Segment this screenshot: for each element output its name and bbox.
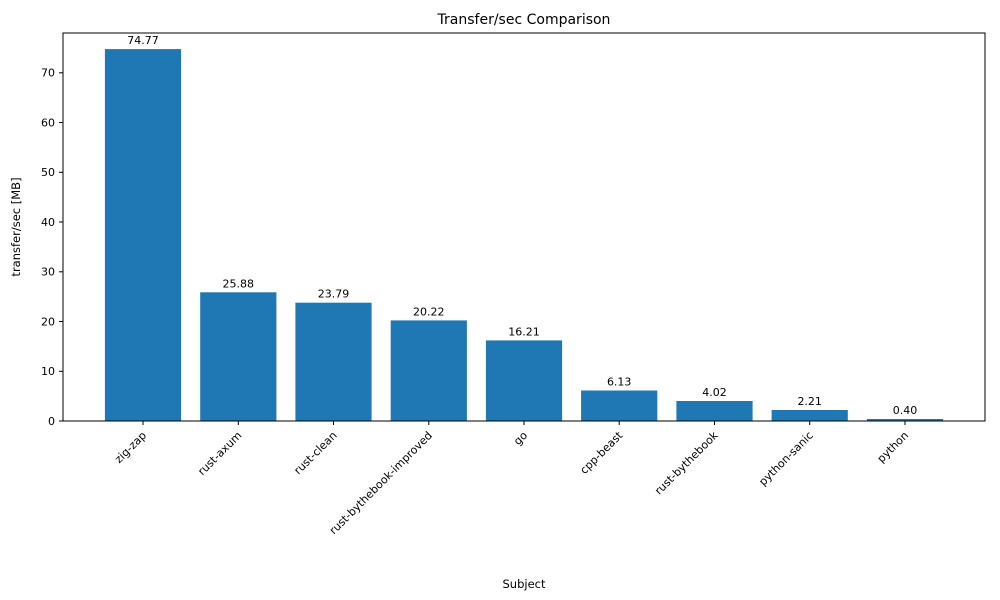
bar bbox=[581, 390, 658, 421]
y-tick-label: 60 bbox=[41, 116, 55, 129]
bar-value-label: 23.79 bbox=[318, 288, 350, 301]
x-tick-label: go bbox=[511, 429, 530, 448]
bar-value-label: 25.88 bbox=[223, 277, 255, 290]
x-tick-label: python bbox=[875, 429, 911, 465]
plot-border bbox=[62, 32, 986, 422]
x-tick-label: zig-zap bbox=[112, 429, 149, 466]
y-tick-label: 40 bbox=[41, 216, 55, 229]
x-tick-label: rust-bythebook bbox=[652, 428, 721, 497]
bar bbox=[771, 410, 848, 421]
y-tick-label: 70 bbox=[41, 67, 55, 80]
bar-value-label: 6.13 bbox=[607, 376, 632, 389]
y-tick-label: 20 bbox=[41, 315, 55, 328]
y-axis-label: transfer/sec [MB] bbox=[9, 177, 23, 276]
bar-value-label: 4.02 bbox=[702, 386, 727, 399]
bar bbox=[200, 292, 277, 421]
bar-value-label: 16.21 bbox=[508, 325, 540, 338]
x-tick-label: rust-axum bbox=[195, 429, 244, 478]
y-tick-label: 30 bbox=[41, 266, 55, 279]
bar-value-label: 20.22 bbox=[413, 305, 445, 318]
x-axis-label: Subject bbox=[503, 577, 546, 591]
x-tick-label: python-sanic bbox=[756, 429, 815, 488]
bar-value-label: 0.40 bbox=[893, 404, 918, 417]
bar bbox=[104, 49, 182, 421]
bar bbox=[295, 302, 372, 421]
bar-value-label: 74.77 bbox=[127, 34, 159, 47]
x-tick-label: rust-clean bbox=[291, 429, 339, 477]
chart-title: Transfer/sec Comparison bbox=[437, 12, 611, 28]
bar bbox=[676, 401, 753, 421]
axes-layer: zig-zap rust-axum rust-cleanrust-bythebook… bbox=[41, 32, 986, 537]
x-tick-label: cpp-beast bbox=[578, 428, 626, 476]
bar bbox=[485, 340, 563, 421]
y-tick-label: 10 bbox=[41, 365, 55, 378]
x-tick-label: rust-bythebook-improved bbox=[327, 429, 435, 537]
bar bbox=[390, 320, 467, 421]
y-tick-label: 50 bbox=[41, 166, 55, 179]
bar-value-label: 2.21 bbox=[797, 395, 822, 408]
bar bbox=[866, 419, 944, 421]
bars-layer: 74.77 25.88 23.79 20.22 16.21 6.13 4.02 2.21 0.4… bbox=[104, 34, 944, 421]
y-tick-label: 0 bbox=[48, 415, 55, 428]
